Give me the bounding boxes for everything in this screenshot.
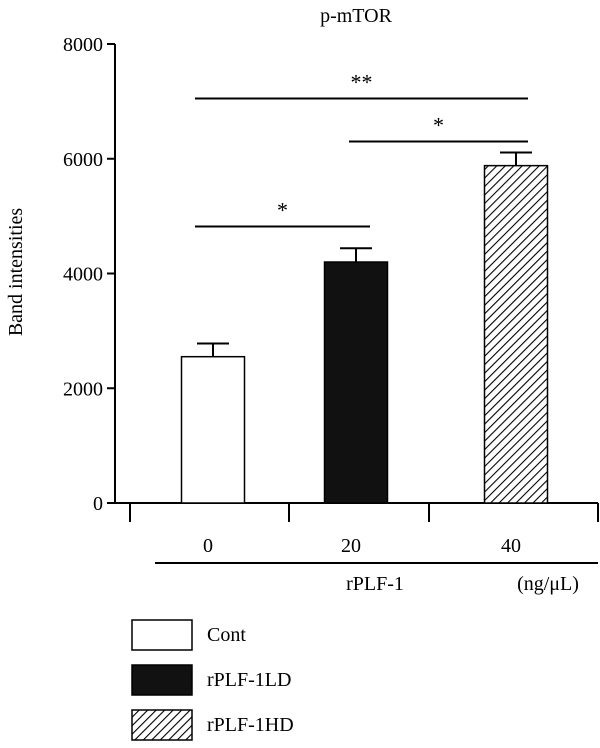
x-group-label: rPLF-1 [346,573,404,595]
significance-label: * [277,197,288,222]
y-tick-label: 6000 [63,149,103,171]
legend-label: rPLF-1LD [207,669,291,691]
legend-swatch [131,664,193,696]
bar-rPLF-1LD [323,261,389,504]
y-tick-label: 0 [93,493,103,515]
y-tick-label: 2000 [63,378,103,400]
y-tick-label: 4000 [63,264,103,286]
chart-title: p-mTOR [320,5,393,27]
legend-swatch [131,709,193,741]
significance-label: ** [351,70,373,95]
y-tick-label: 8000 [63,34,103,56]
legend: Cont rPLF-1LD rPLF-1HD [131,619,294,741]
bar-Cont [180,355,246,504]
significance-label: * [433,113,444,138]
y-axis-label: Band intensities [5,208,27,337]
bars [180,151,549,504]
x-unit-label: (ng/μL) [517,573,579,595]
x-value-label: 20 [341,535,361,557]
x-value-label: 0 [203,535,213,557]
legend-swatch [131,619,193,651]
x-value-label: 40 [501,535,521,557]
legend-label: Cont [207,624,246,646]
legend-label: rPLF-1HD [207,714,294,736]
x-axis-labels: 0 20 40 [203,535,521,557]
bar-rPLF-1HD [483,164,549,504]
significance-brackets: **** [195,70,528,228]
